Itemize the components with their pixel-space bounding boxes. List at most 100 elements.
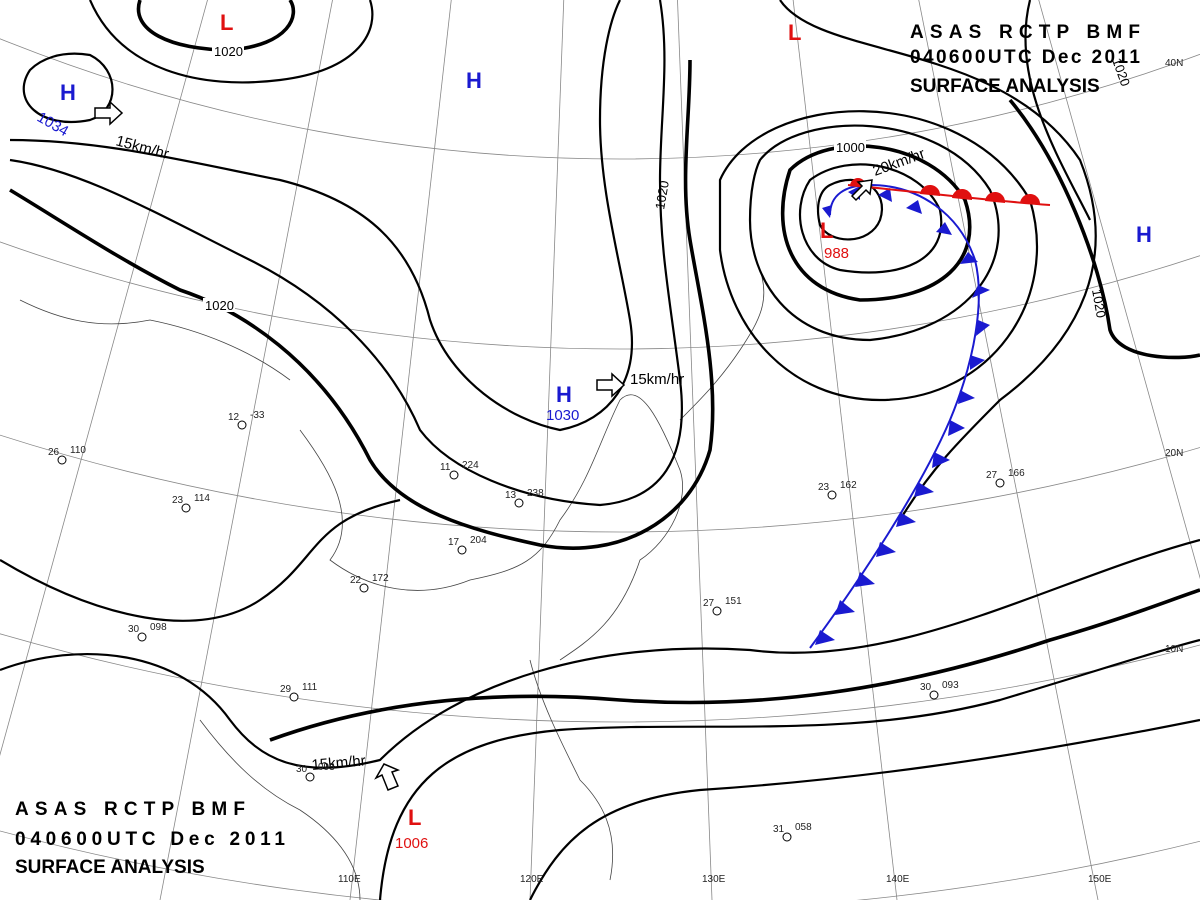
station-dot xyxy=(712,606,722,616)
station-dot xyxy=(181,503,191,513)
latitude-label: 40N xyxy=(1165,58,1183,69)
station-dot xyxy=(995,478,1005,488)
station-temp: 17 xyxy=(448,537,460,548)
isobar xyxy=(529,718,1200,900)
station-dot xyxy=(359,583,369,593)
isobar xyxy=(9,0,633,432)
isobar xyxy=(9,59,715,550)
isobar xyxy=(0,498,401,622)
motion-arrows xyxy=(94,100,873,791)
isobar-label: 1020 xyxy=(1089,288,1109,319)
meridian xyxy=(349,0,452,900)
coastline xyxy=(679,269,765,421)
station-temp: 11 xyxy=(440,462,451,473)
isobar xyxy=(798,163,943,274)
station-pressure: 151 xyxy=(725,596,742,607)
station-temp: 12 xyxy=(228,412,240,423)
meridian xyxy=(159,0,333,900)
station-temp: 30 xyxy=(128,624,140,635)
grid-labels: 110E 120E 130E 140E 150E 10N 20N 40N xyxy=(338,58,1183,885)
station-pressure: 166 xyxy=(1008,468,1025,479)
longitude-label: 110E xyxy=(338,874,361,885)
station-plots: 26 110 23 114 12 -33 11 224 13 238 17 204 22 172 29 111… xyxy=(48,410,1025,842)
meridian xyxy=(677,0,713,900)
isobar-label: 1020 xyxy=(214,44,243,59)
isobar xyxy=(779,0,1097,521)
meridian xyxy=(918,0,1099,900)
station-dot xyxy=(929,690,939,700)
station-temp: 29 xyxy=(280,684,292,695)
low-symbol: L xyxy=(220,10,233,35)
isobar xyxy=(0,538,1200,769)
station-dot xyxy=(457,545,467,555)
latitude-label: 10N xyxy=(1165,644,1183,655)
isobar xyxy=(269,588,1200,742)
isobar xyxy=(780,144,972,302)
station-pressure: 204 xyxy=(470,535,487,546)
station-pressure: 093 xyxy=(318,762,335,773)
station-temp: 30 xyxy=(296,764,308,775)
station-dot xyxy=(827,490,837,500)
meridian xyxy=(792,0,898,900)
isobar-label: 1020 xyxy=(205,298,234,313)
meridian xyxy=(1038,0,1200,580)
low-symbol: L xyxy=(788,20,801,45)
station-temp: 23 xyxy=(818,482,830,493)
station-temp: 30 xyxy=(920,682,932,693)
isobar xyxy=(718,110,1039,402)
station-dot xyxy=(782,832,792,842)
meridian xyxy=(529,0,565,900)
high-symbol: H xyxy=(1136,222,1152,247)
title-line: 040600UTC Dec 2011 xyxy=(15,829,285,850)
isobar xyxy=(9,0,683,507)
coastline xyxy=(199,719,361,900)
isobar xyxy=(1008,98,1200,360)
longitude-label: 130E xyxy=(702,874,726,885)
motion-label: 15km/hr xyxy=(311,752,366,774)
station-dot xyxy=(514,498,524,508)
station-dot xyxy=(237,420,247,430)
coastline xyxy=(299,394,683,661)
station-pressure: 111 xyxy=(302,682,318,693)
isobar-label: 1000 xyxy=(836,140,865,155)
station-pressure: 058 xyxy=(795,822,812,833)
high-value: 1030 xyxy=(546,407,579,424)
latitude-label: 20N xyxy=(1165,448,1183,459)
station-temp: 22 xyxy=(350,575,362,586)
low-symbol: L xyxy=(408,805,421,830)
longitude-label: 150E xyxy=(1088,874,1112,885)
station-pressure: 224 xyxy=(462,460,479,471)
station-pressure: 114 xyxy=(194,493,210,504)
high-symbol: H xyxy=(466,68,482,93)
coastline xyxy=(19,299,291,381)
station-temp: 23 xyxy=(172,495,184,506)
title-line: 040600UTC Dec 2011 xyxy=(910,47,1140,68)
longitude-label: 120E xyxy=(520,874,544,885)
station-pressure: 172 xyxy=(372,573,389,584)
low-symbol: L xyxy=(820,218,833,243)
isobar-labels: 1020 1020 1020 1000 1020 1020 xyxy=(203,44,1133,319)
high-symbol: H xyxy=(60,80,76,105)
meridian xyxy=(0,0,208,757)
station-pressure: -33 xyxy=(250,410,265,421)
station-pressure: 238 xyxy=(527,488,544,499)
station-pressure: 098 xyxy=(150,622,167,633)
isobar xyxy=(22,52,114,123)
isobar xyxy=(748,124,1000,342)
isobar xyxy=(378,638,1200,900)
motion-label: 15km/hr xyxy=(630,371,684,388)
station-dot xyxy=(305,772,315,782)
station-pressure: 093 xyxy=(942,680,959,691)
isobar xyxy=(88,0,374,84)
low-value: 1006 xyxy=(395,835,428,852)
station-pressure: 162 xyxy=(840,480,857,491)
station-temp: 27 xyxy=(703,598,715,609)
high-symbol: H xyxy=(556,382,572,407)
station-dot xyxy=(449,470,459,480)
station-temp: 26 xyxy=(48,447,60,458)
